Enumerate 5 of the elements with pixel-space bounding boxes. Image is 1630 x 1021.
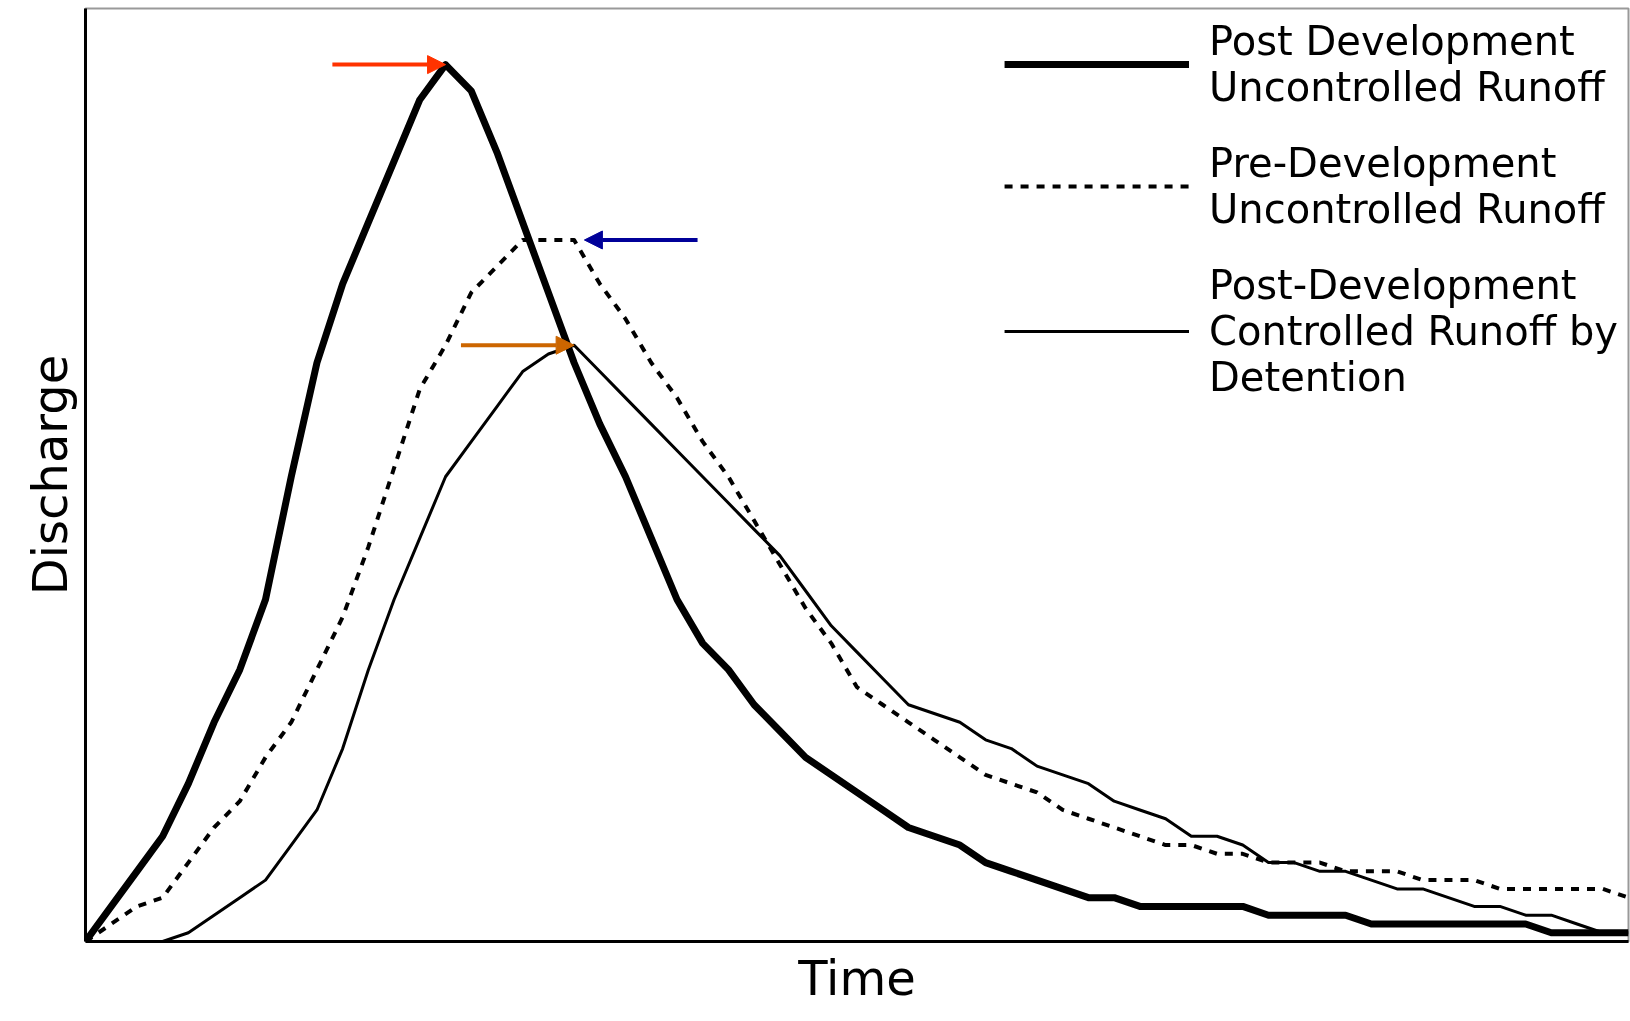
legend-label: Post-Development Controlled Runoff by Detention (1209, 262, 1618, 400)
legend-label: Pre-Development Uncontrolled Runoff (1209, 140, 1605, 232)
x-axis-title: Time (797, 949, 916, 1006)
y-axis-title: Discharge (21, 354, 78, 596)
legend-label: Post Development Uncontrolled Runoff (1209, 18, 1605, 110)
